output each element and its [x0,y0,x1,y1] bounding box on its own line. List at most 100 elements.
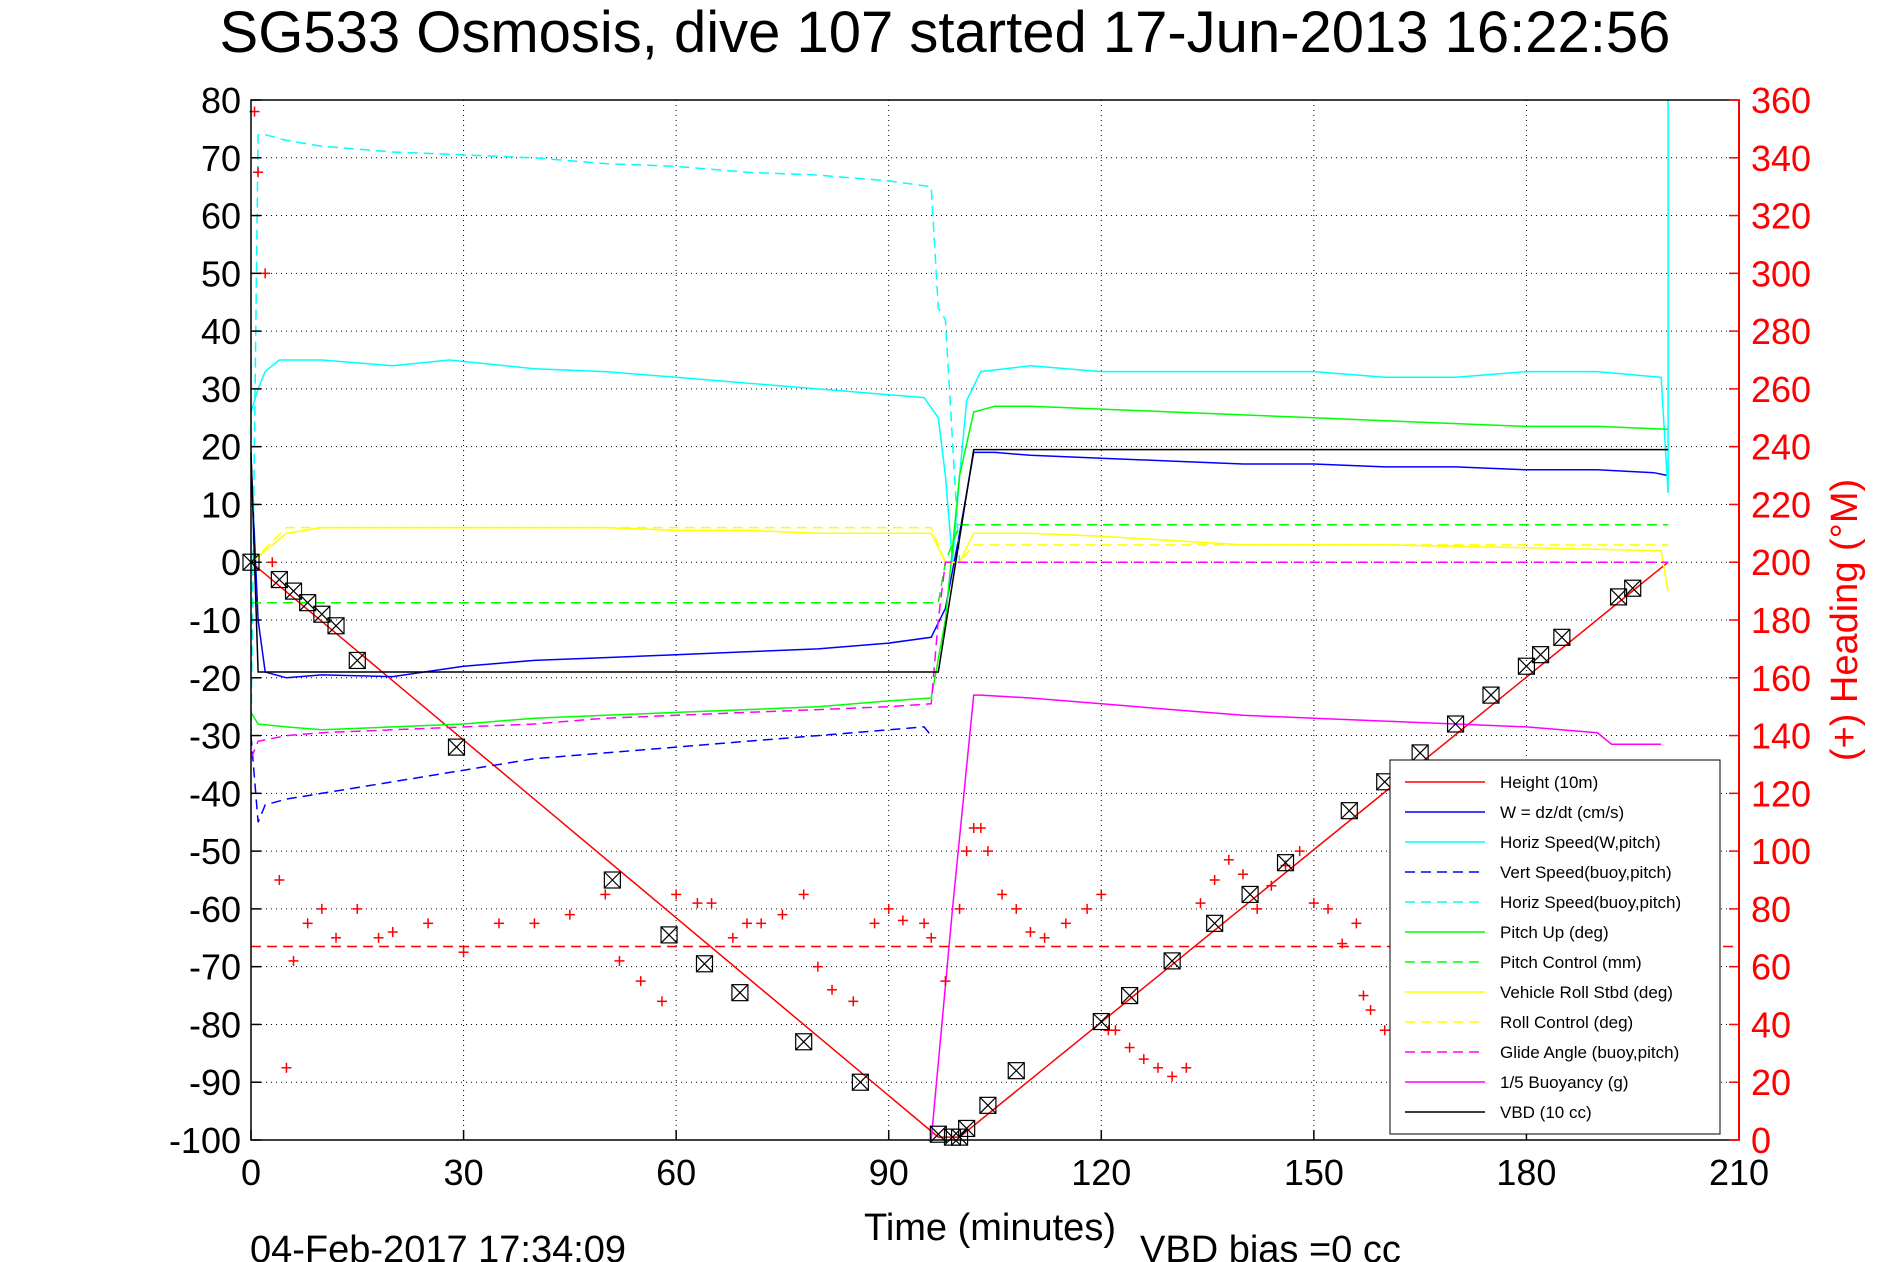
bottom-tick-label: 210 [1709,1152,1769,1193]
heading-point [281,1062,292,1073]
series-line-4 [250,133,967,736]
heading-point [883,903,894,914]
heading-point [897,915,908,926]
left-tick-label: 70 [201,138,241,179]
heading-point [1195,898,1206,909]
right-tick-label: 40 [1751,1004,1791,1045]
heading-point [756,918,767,929]
heading-point [1138,1054,1149,1065]
series-line-1 [250,451,1669,679]
heading-point [564,909,575,920]
heading-point [1025,927,1036,937]
left-tick-label: -20 [189,658,241,699]
heading-point [352,903,363,914]
legend-item: VBD (10 cc) [1405,1103,1592,1122]
right-tick-label: 240 [1751,427,1811,468]
left-tick-label: 10 [201,484,241,525]
heading-point [1294,846,1305,857]
vbd-marker [603,871,621,889]
series-layer [250,100,1669,1141]
heading-point [387,927,398,937]
vbd-marker [1163,952,1181,970]
heading-point [302,918,313,929]
heading-point [954,903,965,914]
vbd-marker [695,955,714,973]
heading-point [848,996,859,1007]
right-tick-label: 340 [1751,138,1811,179]
vbd-marker [958,1119,976,1138]
heading-point [1082,903,1093,914]
legend-item: 1/5 Buoyancy (g) [1405,1073,1629,1092]
vbd-marker [313,605,331,623]
left-tick-label: -30 [189,716,241,757]
heading-point [253,167,264,178]
bottom-tick-label: 120 [1071,1152,1131,1193]
legend-label: Pitch Control (mm) [1500,953,1642,972]
left-tick-label: -100 [169,1120,241,1161]
heading-point [494,918,504,929]
left-tick-label: 0 [221,542,241,583]
legend-item: Pitch Up (deg) [1405,923,1609,942]
left-tick-label: -10 [189,600,241,641]
heading-point [331,932,342,943]
right-tick-label: 120 [1751,773,1811,814]
vbd-marker [1553,628,1571,646]
legend-item: Horiz Speed(buoy,pitch) [1405,893,1681,912]
heading-point [671,889,682,900]
heading-point [288,955,299,966]
vbd-marker [1531,646,1550,664]
legend-item: Vehicle Roll Stbd (deg) [1405,983,1673,1002]
legend-item: Height (10m) [1405,773,1598,792]
vbd-marker [284,582,303,600]
bottom-axis-ticks: 0 30 60 90 120 150 180 210 [241,1130,1769,1193]
vbd-marker [1411,744,1429,762]
legend: Height (10m) W = dz/dt (cm/s) Horiz Speed(… [1389,759,1721,1135]
heading-point [1060,918,1071,929]
heading-point [260,268,271,279]
series-line-9 [250,561,1669,759]
right-axis-label: (+) Heading (°M) [1824,479,1866,761]
legend-label: Height (10m) [1500,773,1598,792]
heading-point [635,976,646,987]
right-axis-ticks: 3603403203002802602402202001801601401201… [1729,80,1811,1161]
series-line-8 [250,526,1669,563]
heading-point [812,961,823,972]
heading-point [316,903,327,914]
heading-point [940,976,951,987]
heading-point [742,918,752,929]
left-tick-label: 40 [201,311,241,352]
heading-point [1358,990,1369,1001]
vbd-marker [1482,686,1500,704]
heading-point [1167,1071,1178,1082]
left-axis-ticks: 80 70 60 50 40 30 20 10 0 -10 -20 -30 -40 -50 -60 -70 -8… [169,80,261,1161]
right-tick-label: 60 [1751,947,1791,988]
right-tick-label: 100 [1751,831,1811,872]
heading-point [1039,932,1050,943]
legend-label: Roll Control (deg) [1500,1013,1633,1032]
heading-point [1096,889,1107,900]
heading-point [827,984,838,995]
left-tick-label: -50 [189,831,241,872]
heading-point [267,557,278,568]
heading-point [274,875,285,885]
vbd-marker [1340,802,1358,820]
legend-label: Horiz Speed(buoy,pitch) [1500,893,1681,912]
right-tick-label: 280 [1751,311,1811,352]
heading-point [919,918,930,929]
heading-point [1252,903,1263,914]
heading-point [1209,875,1220,885]
vbd-marker [851,1073,869,1091]
bottom-tick-label: 180 [1496,1152,1556,1193]
vbd-marker [327,617,345,635]
heading-point [926,932,937,943]
legend-label: VBD (10 cc) [1500,1103,1592,1122]
vbd-marker [1121,986,1139,1005]
heading-point [975,823,986,833]
right-tick-label: 260 [1751,369,1811,410]
heading-point [982,846,993,857]
vbd-marker [1446,715,1465,733]
timestamp-label: 04-Feb-2017 17:34:09 [250,1229,626,1262]
legend-item: Roll Control (deg) [1405,1013,1633,1032]
heading-point [1308,898,1319,909]
